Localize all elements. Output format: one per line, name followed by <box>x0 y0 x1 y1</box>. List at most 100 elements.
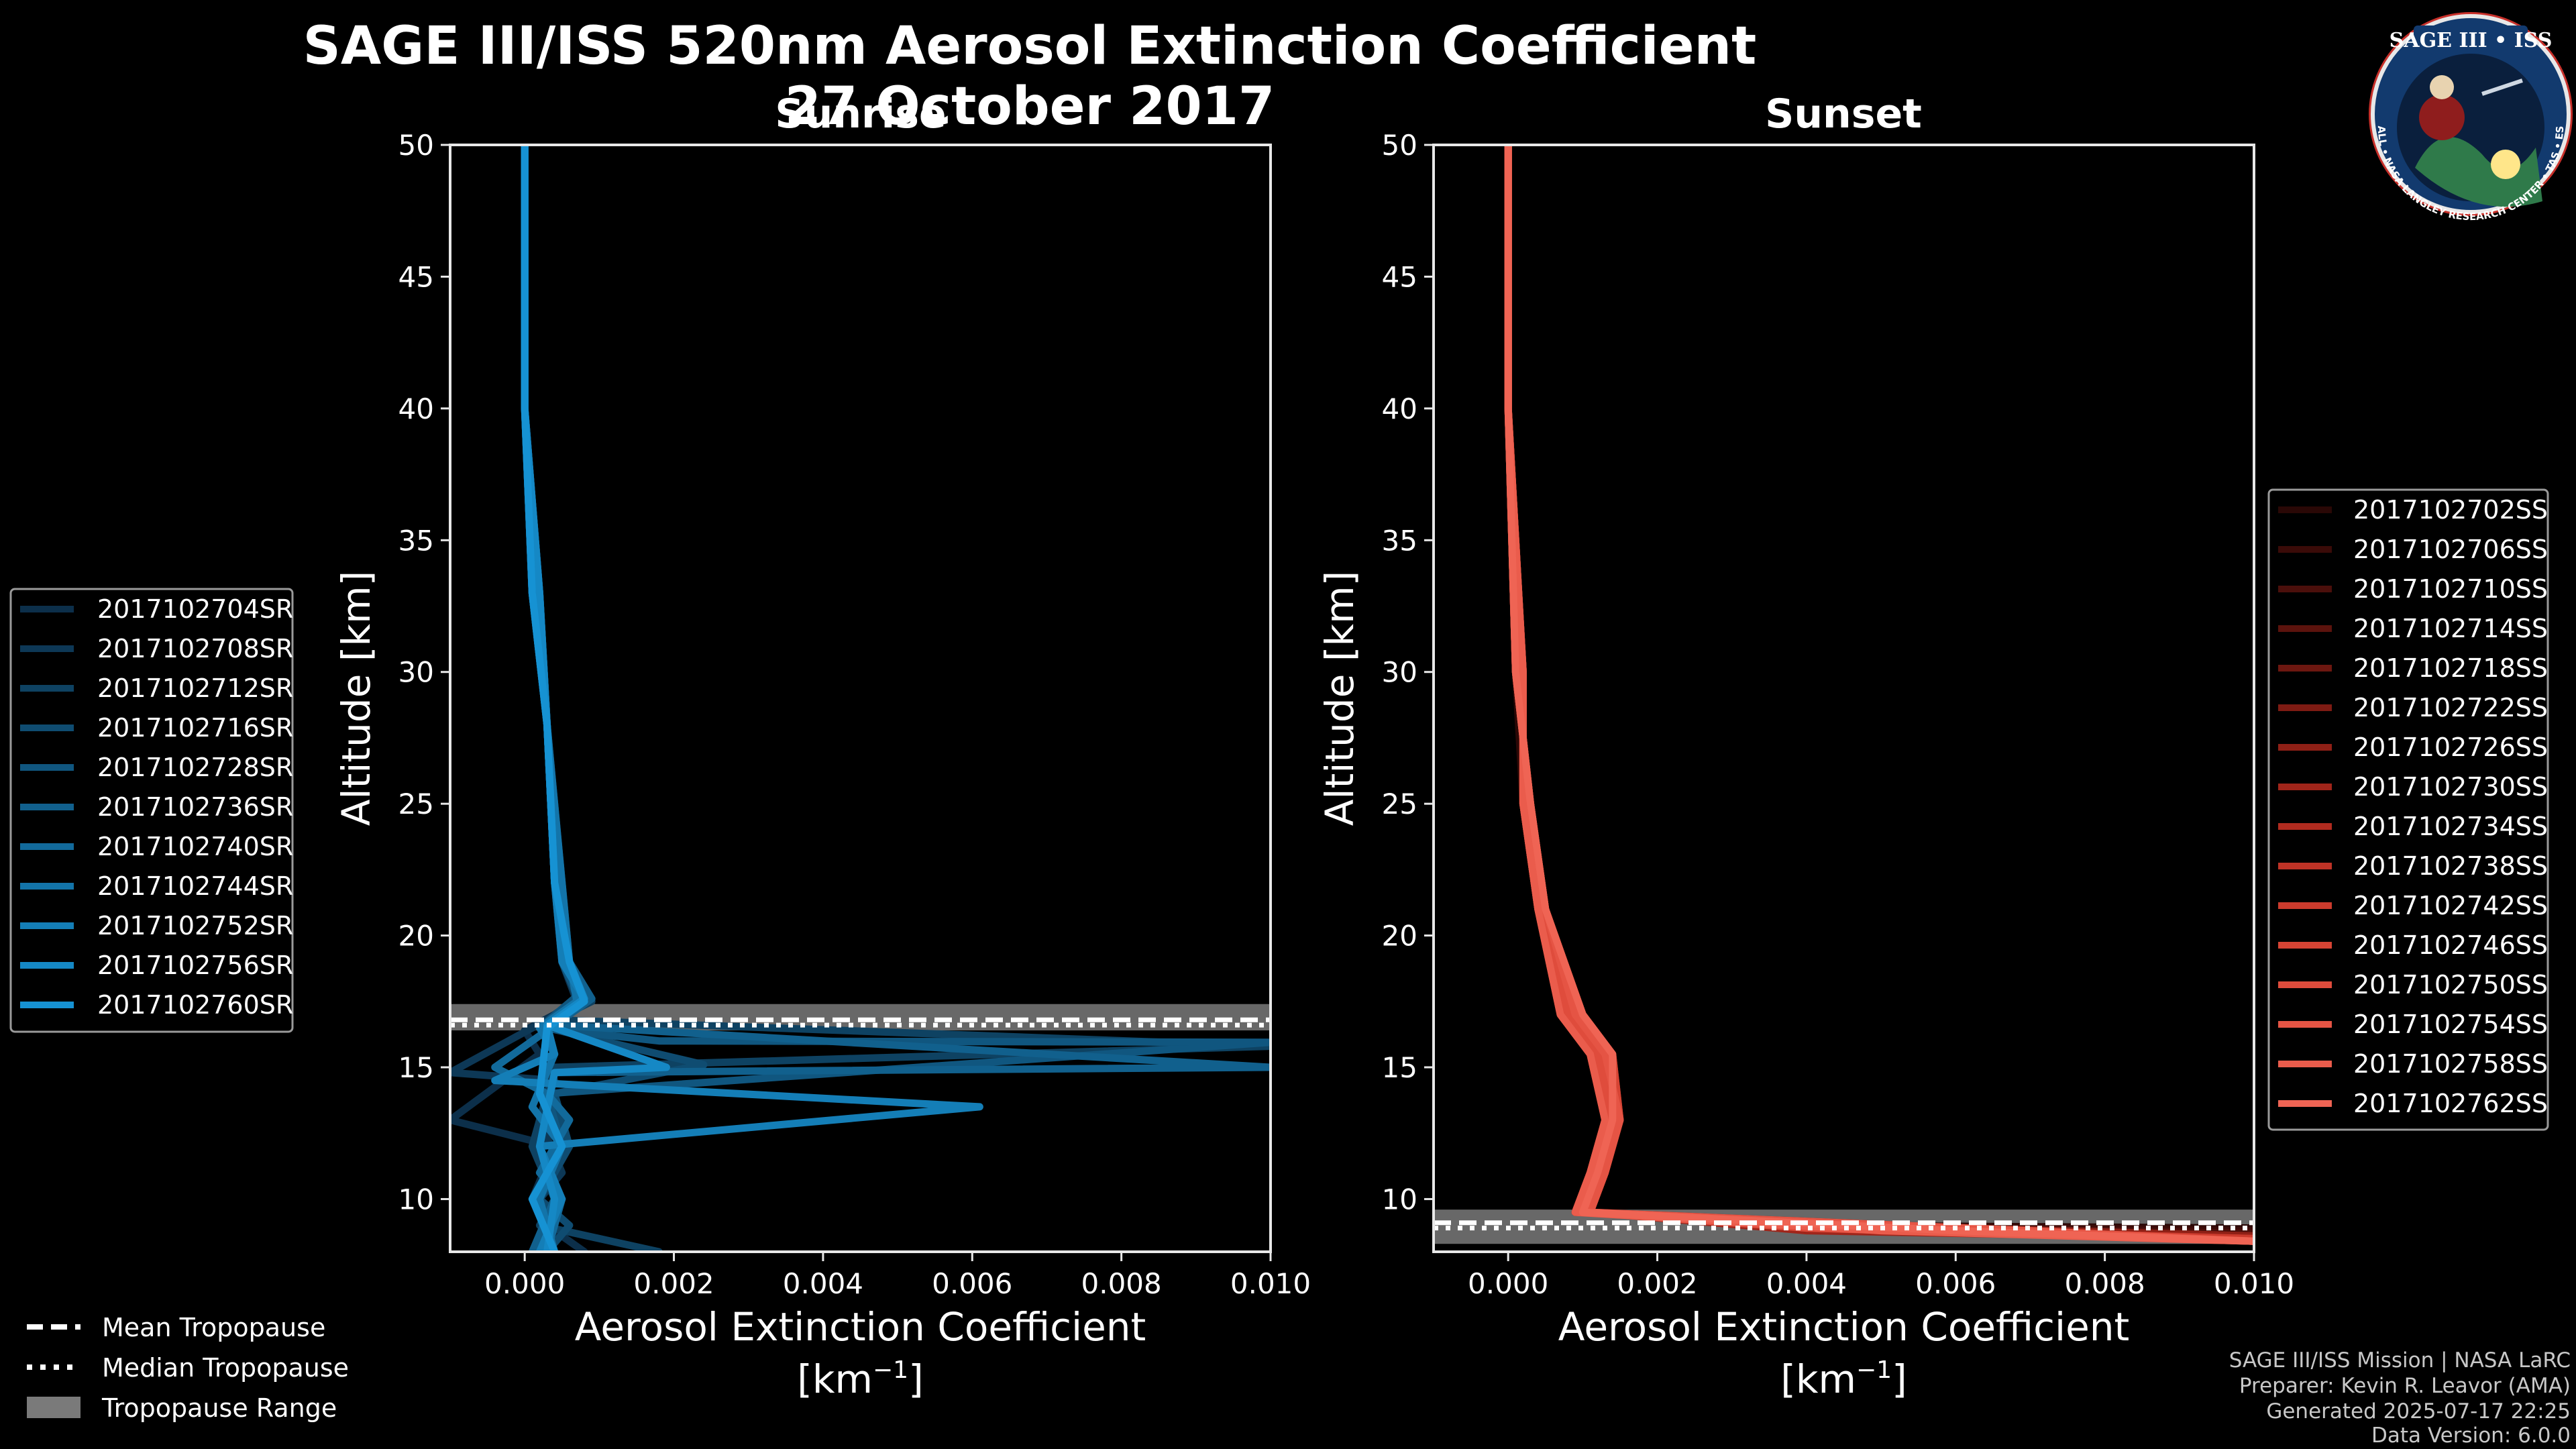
y-tick-label: 25 <box>398 788 434 820</box>
x-axis-unit-base: [km <box>1780 1356 1856 1402</box>
y-tick-label: 20 <box>1382 920 1417 953</box>
legend-label-2017102716SR: 2017102716SR <box>97 713 293 743</box>
y-tick-label: 40 <box>1382 392 1417 425</box>
y-tick-label: 40 <box>398 392 434 425</box>
credit-preparer: Preparer: Kevin R. Leavor (AMA) <box>2239 1374 2571 1398</box>
plot-frame <box>1432 144 2255 1253</box>
legend-label-2017102714SS: 2017102714SS <box>2353 614 2548 643</box>
y-tick-label: 45 <box>1382 260 1417 293</box>
y-tick-label: 30 <box>398 656 434 689</box>
x-tick-label: 0.000 <box>484 1267 565 1300</box>
credit-mission: SAGE III/ISS Mission | NASA LaRC <box>2229 1348 2571 1373</box>
x-tick-label: 0.006 <box>1915 1267 1996 1300</box>
legend-label-2017102758SS: 2017102758SS <box>2353 1049 2548 1079</box>
sunrise-legend: 2017102704SR 2017102708SR 2017102712SR 2017… <box>9 588 294 1033</box>
x-tick-label: 0.002 <box>1617 1267 1697 1300</box>
credit-data-version: Data Version: 6.0.0 <box>2371 1424 2571 1448</box>
x-tick-label: 0.000 <box>1468 1267 1548 1300</box>
logo-sun <box>2491 150 2520 179</box>
plot-frame <box>449 144 1272 1253</box>
x-tick-label: 0.002 <box>633 1267 714 1300</box>
figure-title: SAGE III/ISS 520nm Aerosol Extinction Co… <box>303 16 1757 76</box>
y-tick-label: 35 <box>398 524 434 557</box>
x-axis-label: Aerosol Extinction Coefficient <box>1558 1304 2130 1350</box>
sunset-legend: 2017102702SS 2017102706SS 2017102710SS 2017… <box>2267 488 2549 1131</box>
figure-date: 27 October 2017 <box>785 76 1275 137</box>
profile-line-2017102762SS <box>1504 145 2254 1245</box>
y-tick-label: 10 <box>398 1183 434 1216</box>
x-axis-unit-close: ] <box>908 1356 924 1402</box>
logo-title: SAGE III • ISS <box>2390 29 2553 52</box>
x-axis-unit-base: [km <box>797 1356 873 1402</box>
x-tick-label: 0.004 <box>1766 1267 1847 1300</box>
legend-label-2017102718SS: 2017102718SS <box>2353 653 2548 683</box>
legend-label-2017102710SS: 2017102710SS <box>2353 574 2548 604</box>
logo-banner <box>2414 25 2528 52</box>
sunset-legend-frame <box>2267 488 2549 1131</box>
sunrise-legend-frame <box>9 588 294 1033</box>
legend-label-2017102722SS: 2017102722SS <box>2353 693 2548 722</box>
legend-label-2017102712SR: 2017102712SR <box>97 674 293 703</box>
legend-label-2017102756SR: 2017102756SR <box>97 951 293 980</box>
y-tick-label: 20 <box>398 920 434 953</box>
y-tick-label: 15 <box>398 1051 434 1084</box>
y-tick-label: 30 <box>1382 656 1417 689</box>
profile-lines <box>450 145 1271 1252</box>
legend-label-2017102706SS: 2017102706SS <box>2353 535 2548 564</box>
sunset-panel-title: Sunset <box>1765 91 1922 138</box>
x-tick-label: 0.010 <box>2214 1267 2294 1300</box>
legend-label-2017102760SR: 2017102760SR <box>97 990 293 1020</box>
logo-figure-head <box>2430 75 2454 99</box>
x-axis-unit-exponent: −1 <box>873 1356 908 1384</box>
x-axis-label: Aerosol Extinction Coefficient <box>575 1304 1146 1350</box>
x-tick-label: 0.004 <box>783 1267 863 1300</box>
legend-label-2017102740SR: 2017102740SR <box>97 832 293 861</box>
x-tick-label: 0.006 <box>932 1267 1012 1300</box>
y-tick-label: 50 <box>398 129 434 162</box>
tropopause-range-swatch <box>27 1397 80 1418</box>
sunset-panel: 0.000 0.002 0.004 0.006 0.008 0.010 10 15 20 25 30… <box>1317 129 2294 1402</box>
legend-label-2017102742SS: 2017102742SS <box>2353 891 2548 920</box>
legend-label-2017102736SR: 2017102736SR <box>97 792 293 822</box>
median-tropopause-label: Median Tropopause <box>102 1353 349 1383</box>
legend-label-2017102754SS: 2017102754SS <box>2353 1010 2548 1039</box>
legend-label-2017102752SR: 2017102752SR <box>97 911 293 941</box>
x-axis-unit-close: ] <box>1892 1356 1907 1402</box>
legend-label-2017102708SR: 2017102708SR <box>97 634 293 663</box>
x-axis-unit: [km−1] <box>797 1356 923 1402</box>
y-axis-label: Altitude [km] <box>1317 571 1362 826</box>
sunrise-panel-title: Sunrise <box>775 91 946 138</box>
profile-line-2017102760SR <box>521 145 588 1252</box>
y-tick-label: 35 <box>1382 524 1417 557</box>
legend-label-2017102744SR: 2017102744SR <box>97 871 293 901</box>
x-tick-label: 0.008 <box>1081 1267 1162 1300</box>
y-tick-label: 45 <box>398 260 434 293</box>
y-axis-label: Altitude [km] <box>333 571 379 826</box>
x-axis-unit: [km−1] <box>1780 1356 1907 1402</box>
legend-label-2017102750SS: 2017102750SS <box>2353 970 2548 1000</box>
x-tick-label: 0.010 <box>1230 1267 1311 1300</box>
tropopause-legend: Mean Tropopause Median Tropopause Tropop… <box>27 1313 349 1423</box>
y-tick-label: 15 <box>1382 1051 1417 1084</box>
mean-tropopause-label: Mean Tropopause <box>102 1313 325 1342</box>
y-tick-label: 25 <box>1382 788 1417 820</box>
sunrise-panel: 0.000 0.002 0.004 0.006 0.008 0.010 10 15 20 25 30… <box>333 129 1311 1402</box>
x-axis-unit-exponent: −1 <box>1856 1356 1892 1384</box>
legend-label-2017102702SS: 2017102702SS <box>2353 495 2548 525</box>
tropopause-range-label: Tropopause Range <box>101 1393 337 1423</box>
y-tick-label: 50 <box>1382 129 1417 162</box>
legend-label-2017102730SS: 2017102730SS <box>2353 772 2548 802</box>
legend-label-2017102726SS: 2017102726SS <box>2353 733 2548 762</box>
logo-iss <box>2481 78 2523 96</box>
logo-figure <box>2419 95 2465 140</box>
legend-label-2017102746SS: 2017102746SS <box>2353 930 2548 960</box>
y-tick-label: 10 <box>1382 1183 1417 1216</box>
legend-label-2017102728SR: 2017102728SR <box>97 753 293 782</box>
credit-generated: Generated 2025-07-17 22:25 <box>2266 1399 2571 1424</box>
legend-label-2017102704SR: 2017102704SR <box>97 594 293 624</box>
profile-lines <box>1504 145 2254 1245</box>
logo-earth <box>2415 137 2542 207</box>
legend-label-2017102734SS: 2017102734SS <box>2353 812 2548 841</box>
